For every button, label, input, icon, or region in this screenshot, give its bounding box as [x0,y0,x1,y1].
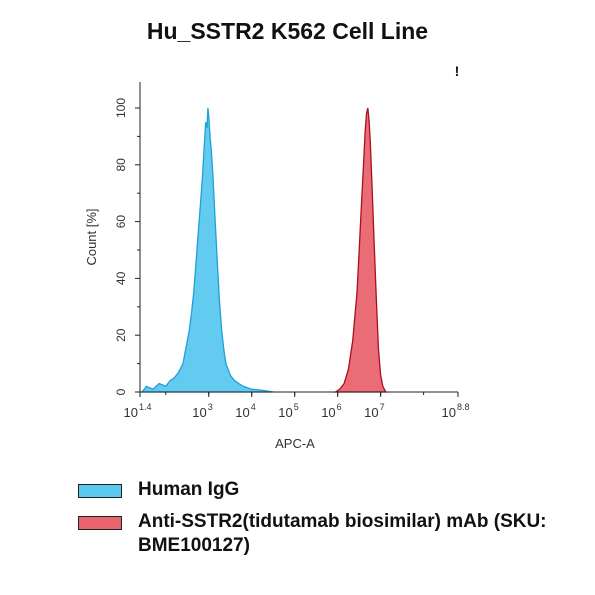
y-tick-label: 60 [114,215,128,229]
x-tick-label-base: 10 [124,405,138,420]
x-tick-label-base: 10 [364,405,378,420]
series-area-1 [333,107,387,393]
x-axis-label: APC-A [275,436,315,451]
y-tick-label: 80 [114,158,128,172]
legend-swatch-red [78,516,122,530]
x-tick-label-base: 10 [321,405,335,420]
y-tick-label: 100 [114,98,128,118]
x-tick-label-exponent: 3 [208,402,213,412]
corner-marker: ! [455,63,460,79]
x-tick-label-base: 10 [278,405,292,420]
x-tick-label-exponent: 5 [294,402,299,412]
chart-title: Hu_SSTR2 K562 Cell Line [146,18,429,44]
series-area-0 [140,107,274,393]
y-tick-label: 20 [114,328,128,342]
y-axis-label: Count [%] [84,208,99,265]
x-tick-label-base: 10 [192,405,206,420]
legend-swatch-blue [78,484,122,498]
legend: Human IgG Anti-SSTR2(tidutamab biosimila… [78,478,558,566]
y-tick-label: 40 [114,271,128,285]
x-tick-label-exponent: 6 [337,402,342,412]
x-tick-label-base: 10 [442,405,456,420]
x-tick-label-exponent: 1.4 [139,402,152,412]
x-tick-label-exponent: 7 [380,402,385,412]
x-tick-label-exponent: 4 [251,402,256,412]
y-tick-label: 0 [114,388,128,395]
legend-item-human-igg: Human IgG [78,478,558,502]
x-tick-label-exponent: 8.8 [457,402,470,412]
legend-item-anti-sstr2: Anti-SSTR2(tidutamab biosimilar) mAb (SK… [78,510,558,558]
legend-label: Human IgG [138,479,240,500]
legend-label: Anti-SSTR2(tidutamab biosimilar) mAb (SK… [138,511,547,556]
x-tick-label-base: 10 [235,405,249,420]
